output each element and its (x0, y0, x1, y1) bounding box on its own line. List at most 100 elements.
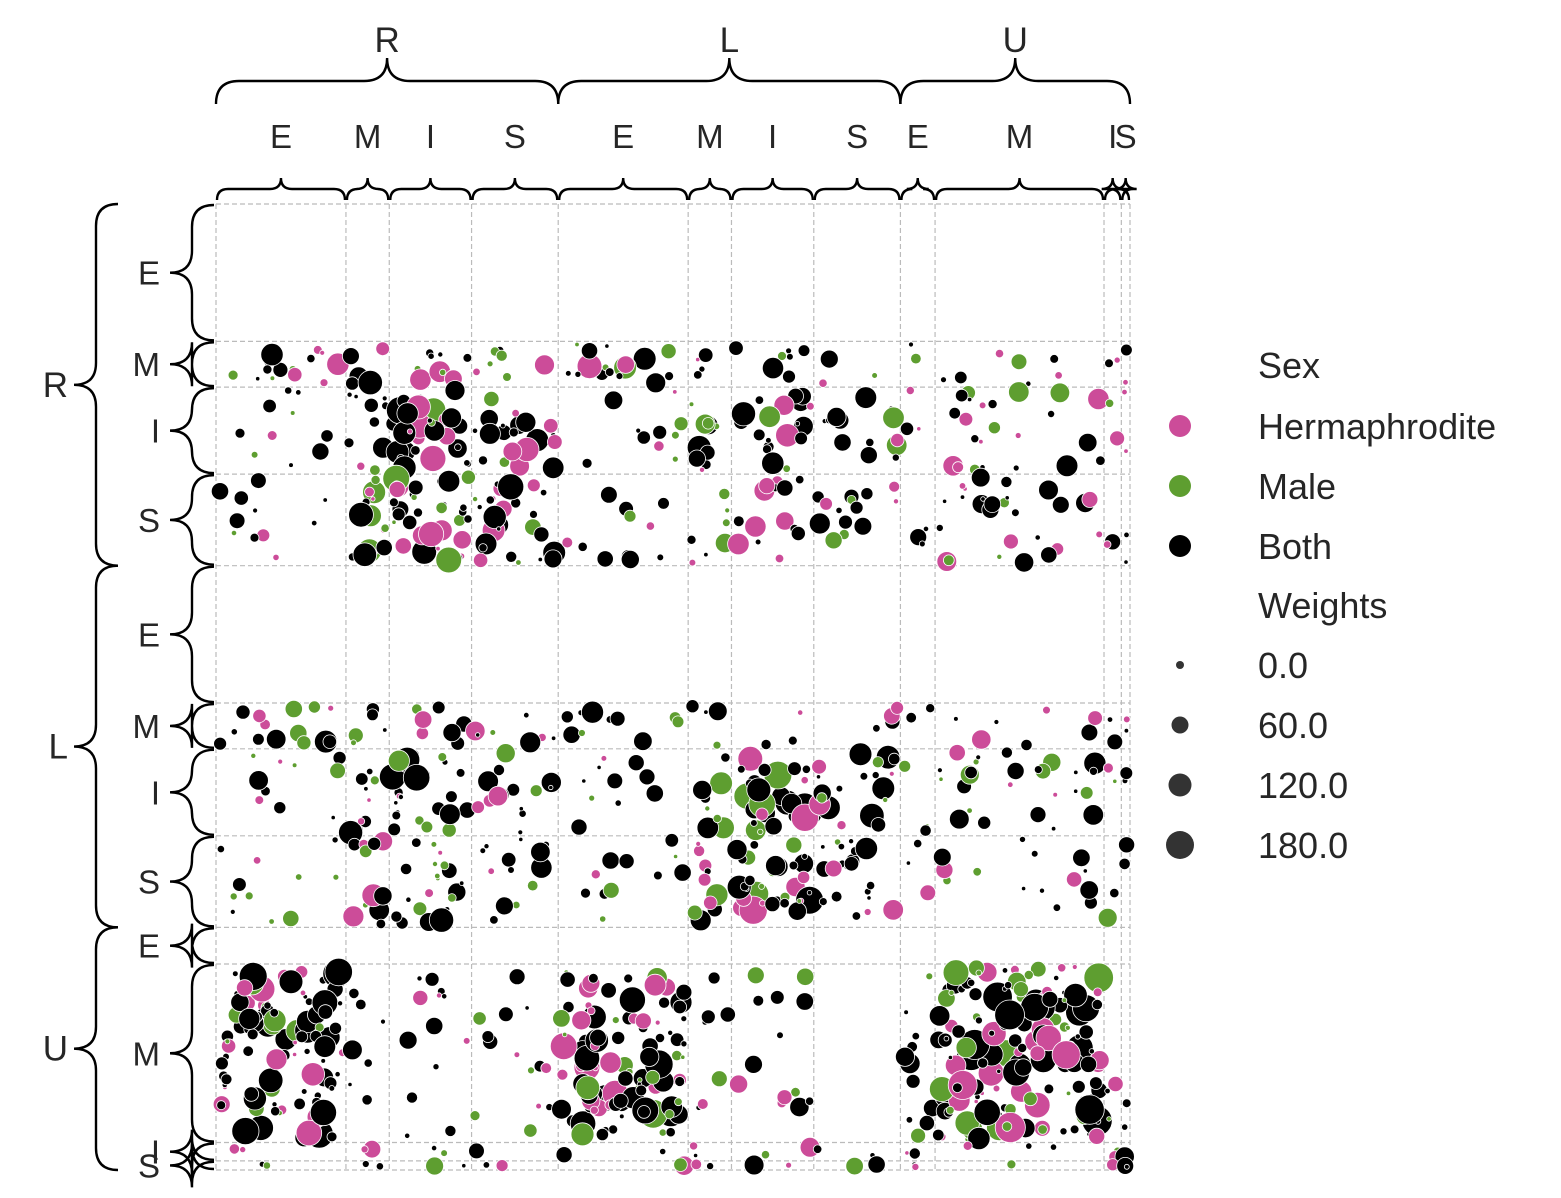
data-point-8 (319, 349, 326, 356)
data-point-1275 (690, 1158, 703, 1171)
data-point-487 (254, 795, 265, 805)
data-point-355 (774, 553, 785, 564)
data-point-121 (419, 445, 447, 472)
data-point-748 (801, 853, 808, 860)
legend-marker-both (1169, 535, 1191, 557)
data-point-1085 (1059, 1127, 1068, 1136)
data-point-674 (412, 901, 428, 916)
data-point-459 (787, 735, 798, 746)
brace-y-outer-R (73, 202, 119, 567)
data-point-316 (539, 488, 548, 497)
data-point-461 (797, 709, 804, 716)
data-point-1237 (1121, 1123, 1129, 1131)
data-point-344 (721, 518, 731, 528)
data-point-444 (562, 725, 581, 744)
data-point-1197 (1065, 1090, 1072, 1097)
data-point-55 (693, 370, 703, 380)
data-point-365 (819, 497, 833, 511)
data-point-629 (1089, 766, 1099, 776)
data-point-1033 (618, 1113, 625, 1120)
data-point-332 (577, 541, 588, 552)
data-point-609 (888, 770, 895, 777)
data-point-746 (796, 898, 803, 904)
data-point-397 (983, 495, 1002, 514)
legend-label-both: Both (1258, 526, 1332, 567)
data-point-1219 (947, 1054, 954, 1061)
data-point-894 (317, 1004, 334, 1020)
data-point-673 (434, 872, 441, 880)
data-point-921 (416, 975, 423, 982)
data-point-456 (703, 709, 709, 715)
x-tick-label-7: S (846, 118, 868, 155)
data-point-472 (1042, 705, 1051, 715)
data-point-785 (1052, 903, 1062, 912)
data-point-621 (948, 808, 970, 830)
data-point-669 (411, 837, 422, 848)
data-point-1235 (1106, 1116, 1112, 1122)
data-point-393 (1000, 475, 1013, 488)
data-point-498 (369, 775, 380, 786)
data-point-283 (463, 514, 473, 524)
data-point-747 (765, 855, 787, 877)
data-point-471 (1080, 723, 1099, 742)
data-point-1211 (1079, 1055, 1098, 1073)
data-point-442 (489, 729, 497, 736)
data-point-92 (343, 437, 355, 449)
brace-x-inner-7 (813, 177, 901, 201)
data-point-293 (459, 503, 468, 512)
data-point-246 (322, 497, 328, 503)
data-point-396 (1004, 495, 1010, 501)
data-point-599 (871, 776, 896, 801)
data-point-585 (755, 807, 769, 821)
data-point-767 (854, 836, 879, 861)
data-point-714 (693, 844, 706, 857)
data-point-408 (1123, 559, 1129, 565)
data-point-75 (1049, 354, 1059, 364)
brace-y-inner-8 (169, 923, 215, 968)
data-point-554 (696, 816, 720, 840)
data-point-118 (410, 445, 421, 456)
data-point-370 (824, 531, 843, 550)
data-point-290 (437, 469, 461, 493)
data-point-696 (489, 915, 499, 925)
data-point-248 (272, 553, 280, 562)
data-point-670 (447, 893, 457, 903)
data-point-1178 (945, 1105, 955, 1115)
data-point-95 (353, 393, 359, 400)
data-point-893 (313, 1035, 337, 1058)
data-point-645 (232, 877, 247, 892)
data-point-247 (252, 507, 259, 514)
data-point-1037 (575, 1075, 601, 1101)
data-point-1265 (262, 1161, 271, 1170)
data-point-740 (787, 901, 807, 921)
data-point-671 (437, 849, 444, 856)
legend-size-label-2: 120.0 (1258, 765, 1348, 806)
data-point-342 (686, 534, 697, 545)
data-point-322 (529, 510, 538, 519)
y-tick-label-9: M (133, 1035, 161, 1072)
data-point-83 (320, 429, 334, 443)
data-point-916 (435, 992, 442, 999)
data-point-695 (518, 836, 524, 843)
data-point-852 (258, 1067, 284, 1094)
data-point-324 (482, 504, 507, 529)
data-point-1011 (562, 1031, 568, 1038)
data-point-407 (1123, 531, 1130, 539)
data-point-173 (687, 449, 706, 468)
data-point-454 (633, 731, 653, 751)
data-point-918 (441, 993, 448, 1000)
data-point-475 (1106, 716, 1114, 723)
data-point-963 (667, 1029, 674, 1036)
data-point-716 (686, 904, 703, 921)
data-point-226 (970, 434, 980, 444)
data-point-1014 (635, 1084, 648, 1097)
brace-y-inner-2 (169, 386, 215, 475)
data-point-583 (737, 745, 764, 772)
data-point-1279 (845, 1156, 864, 1176)
data-point-1233 (932, 1128, 945, 1142)
data-point-513 (437, 752, 448, 762)
brace-x-inner-8 (900, 177, 936, 201)
data-point-1218 (1089, 1076, 1103, 1090)
data-point-1214 (1029, 1045, 1046, 1062)
data-point-228 (1012, 464, 1020, 472)
